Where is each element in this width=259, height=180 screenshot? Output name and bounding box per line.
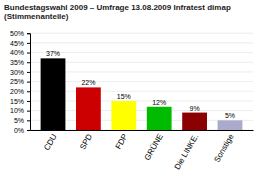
y-tick: 25% (10, 78, 30, 85)
y-tick-label: 40% (10, 49, 24, 56)
y-tick-line (27, 82, 30, 83)
title-line: Bundestagswahl 2009 – Umfrage 13.08.2009… (4, 3, 233, 12)
grid-line (30, 42, 253, 43)
grid-line (30, 52, 253, 53)
x-tick: FDP (114, 130, 130, 151)
grid-line (30, 33, 253, 34)
grid (30, 33, 253, 130)
y-tick-label: 0% (14, 127, 24, 134)
x-tick: CDU (42, 130, 59, 152)
y-tick-label: 20% (10, 88, 24, 95)
y-tick-label: 25% (10, 78, 24, 85)
y-tick: 5% (14, 117, 30, 124)
bars (41, 58, 243, 130)
y-tick: 15% (10, 98, 30, 105)
x-tick: Sonstige (212, 130, 236, 164)
y-tick-label: 50% (10, 30, 24, 37)
bar (147, 107, 172, 130)
axis-line (31, 130, 254, 131)
y-tick-line (27, 111, 30, 112)
y-tick-line (27, 130, 30, 131)
bar (41, 58, 66, 130)
y-tick-label: 5% (14, 117, 24, 124)
bar (182, 113, 207, 130)
y-tick-label: 45% (10, 40, 24, 47)
x-tick-label: CDU (42, 132, 59, 152)
bar (111, 101, 136, 130)
bar (218, 120, 243, 130)
y-tick: 40% (10, 49, 30, 56)
y-tick: 50% (10, 30, 30, 37)
x-tick: GRÜNE (143, 130, 165, 162)
y-tick: 30% (10, 69, 30, 76)
y-tick-line (27, 72, 30, 73)
y-axis: 0% 5% 10% 15% 20% 25% 30% 35% 40% 45% 50% (10, 30, 31, 134)
y-tick: 0% (14, 127, 30, 134)
title: Bundestagswahl 2009 – Umfrage 13.08.2009… (4, 3, 233, 21)
y-tick-label: 15% (10, 98, 24, 105)
y-tick-label: 10% (10, 107, 24, 114)
x-axis: CDU SPD FDP GRÜNE Die LINKE. Sonstige (31, 130, 254, 171)
data-label: 9% (190, 105, 200, 112)
y-tick-line (27, 53, 30, 54)
data-labels: 37% 22% 15% 12% 9% 5% (46, 50, 235, 119)
y-tick-label: 30% (10, 69, 24, 76)
chart: Bundestagswahl 2009 – Umfrage 13.08.2009… (0, 0, 259, 180)
y-tick-line (27, 101, 30, 102)
data-label: 22% (81, 79, 95, 86)
data-label: 12% (152, 99, 166, 106)
title-line: (Stimmenanteile) (4, 12, 69, 21)
y-tick: 20% (10, 88, 30, 95)
x-tick-label: SPD (78, 132, 94, 151)
axis-line (27, 34, 31, 131)
x-tick: Die LINKE. (173, 130, 201, 171)
x-tick-label: FDP (114, 132, 130, 150)
y-tick: 10% (10, 107, 30, 114)
x-tick-label: Die LINKE. (173, 132, 201, 171)
x-tick-label: Sonstige (212, 132, 236, 164)
y-tick: 45% (10, 40, 30, 47)
data-label: 15% (117, 93, 131, 100)
y-tick-line (27, 62, 30, 63)
y-tick: 35% (10, 59, 30, 66)
plot: CDU SPD FDP GRÜNE Die LINKE. Sonstige 0% 5% 10% 1… (10, 30, 254, 171)
y-tick-line (27, 43, 30, 44)
y-tick-line (27, 91, 30, 92)
y-tick-label: 35% (10, 59, 24, 66)
x-tick: SPD (78, 130, 94, 151)
data-label: 37% (46, 50, 60, 57)
bar (76, 87, 101, 130)
x-tick-label: GRÜNE (143, 132, 165, 162)
y-tick-line (27, 120, 30, 121)
data-label: 5% (225, 112, 235, 119)
y-tick-line (27, 33, 30, 34)
